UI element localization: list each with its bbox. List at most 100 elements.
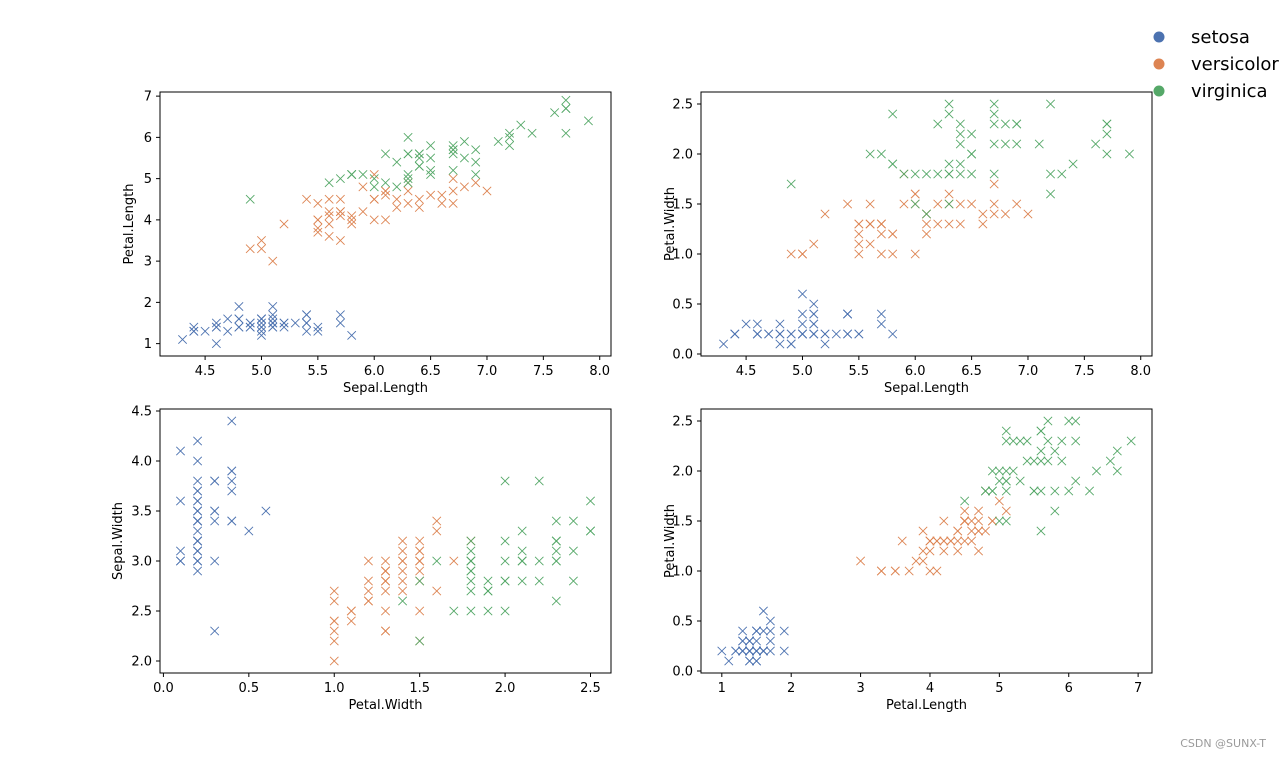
points-layer: [719, 99, 1134, 349]
point-virginica: [483, 576, 493, 586]
x-tick-label: 2: [787, 681, 795, 696]
x-axis-label: Sepal.Length: [884, 381, 969, 396]
x-tick-label: 0.0: [153, 681, 174, 696]
point-versicolor: [978, 219, 988, 229]
point-virginica: [910, 199, 920, 209]
point-virginica: [1064, 416, 1074, 426]
y-tick-label: 2.5: [672, 98, 693, 113]
point-virginica: [1085, 486, 1095, 496]
point-versicolor: [398, 586, 408, 596]
point-setosa: [738, 646, 748, 656]
point-setosa: [786, 329, 796, 339]
point-virginica: [1000, 119, 1010, 129]
point-versicolor: [967, 199, 977, 209]
point-virginica: [1008, 436, 1018, 446]
point-versicolor: [1023, 209, 1033, 219]
point-virginica: [403, 174, 413, 184]
point-setosa: [223, 326, 233, 336]
point-virginica: [449, 606, 459, 616]
point-setosa: [731, 646, 741, 656]
point-virginica: [1112, 446, 1122, 456]
legend-label-virginica: virginica: [1191, 81, 1268, 102]
point-versicolor: [415, 556, 425, 566]
x-tick-label: 8.0: [589, 364, 610, 379]
point-virginica: [989, 99, 999, 109]
y-tick-label: 0.5: [672, 615, 693, 630]
point-setosa: [193, 436, 203, 446]
x-tick-label: 4: [926, 681, 934, 696]
point-versicolor: [398, 576, 408, 586]
point-setosa: [193, 536, 203, 546]
point-versicolor: [380, 556, 391, 566]
point-setosa: [234, 301, 244, 312]
point-versicolor: [921, 219, 932, 229]
point-virginica: [1105, 456, 1115, 466]
point-virginica: [561, 128, 571, 138]
legend: setosa versicolor virginica: [1153, 27, 1279, 102]
x-tick-label: 6: [1065, 681, 1073, 696]
point-virginica: [994, 516, 1004, 526]
point-setosa: [200, 326, 210, 336]
point-virginica: [1091, 139, 1101, 149]
y-axis-label: Petal.Width: [663, 187, 678, 261]
point-setosa: [211, 339, 221, 349]
point-virginica: [500, 606, 510, 616]
point-versicolor: [329, 616, 339, 626]
x-tick-label: 8.0: [1130, 364, 1151, 379]
point-setosa: [268, 314, 278, 324]
point-virginica: [426, 165, 436, 175]
point-setosa: [193, 546, 203, 556]
point-virginica: [1022, 436, 1032, 446]
point-versicolor: [471, 178, 481, 188]
y-tick-label: 4: [144, 213, 152, 228]
point-virginica: [561, 95, 571, 105]
point-virginica: [585, 496, 596, 506]
point-virginica: [483, 586, 493, 596]
point-virginica: [358, 169, 368, 180]
y-tick-label: 2.5: [131, 605, 152, 620]
point-versicolor: [932, 566, 942, 576]
point-setosa: [843, 309, 853, 319]
point-versicolor: [313, 227, 323, 237]
point-versicolor: [1012, 199, 1022, 209]
point-versicolor: [432, 526, 442, 536]
point-setosa: [741, 319, 751, 329]
point-setosa: [751, 626, 762, 636]
y-tick-label: 2.0: [672, 465, 693, 480]
point-virginica: [551, 536, 561, 546]
point-setosa: [751, 636, 762, 646]
point-virginica: [955, 159, 965, 169]
point-virginica: [1012, 119, 1022, 129]
point-setosa: [820, 329, 830, 339]
point-virginica: [471, 169, 481, 180]
point-virginica: [921, 209, 932, 219]
point-virginica: [505, 132, 515, 142]
point-versicolor: [437, 190, 447, 200]
point-versicolor: [324, 194, 334, 204]
point-versicolor: [890, 566, 900, 576]
point-virginica: [500, 476, 510, 486]
x-tick-label: 7.0: [1018, 364, 1039, 379]
point-setosa: [256, 322, 266, 332]
x-tick-label: 4.5: [736, 364, 757, 379]
point-setosa: [843, 329, 853, 339]
point-virginica: [403, 132, 413, 142]
point-versicolor: [854, 249, 864, 259]
x-axis-label: Petal.Length: [886, 698, 967, 713]
point-virginica: [921, 169, 932, 179]
point-virginica: [944, 199, 954, 209]
point-versicolor: [414, 202, 424, 213]
point-virginica: [1036, 426, 1046, 436]
point-virginica: [1001, 426, 1011, 436]
point-virginica: [1057, 456, 1067, 466]
point-virginica: [1029, 486, 1039, 496]
point-virginica: [466, 586, 476, 596]
point-virginica: [1071, 436, 1081, 446]
point-setosa: [775, 319, 785, 329]
y-axis-label: Petal.Width: [663, 504, 678, 578]
x-tick-label: 1: [718, 681, 726, 696]
point-setosa: [752, 319, 762, 329]
point-setosa: [268, 318, 278, 328]
point-versicolor: [974, 546, 984, 556]
point-virginica: [1001, 466, 1011, 476]
